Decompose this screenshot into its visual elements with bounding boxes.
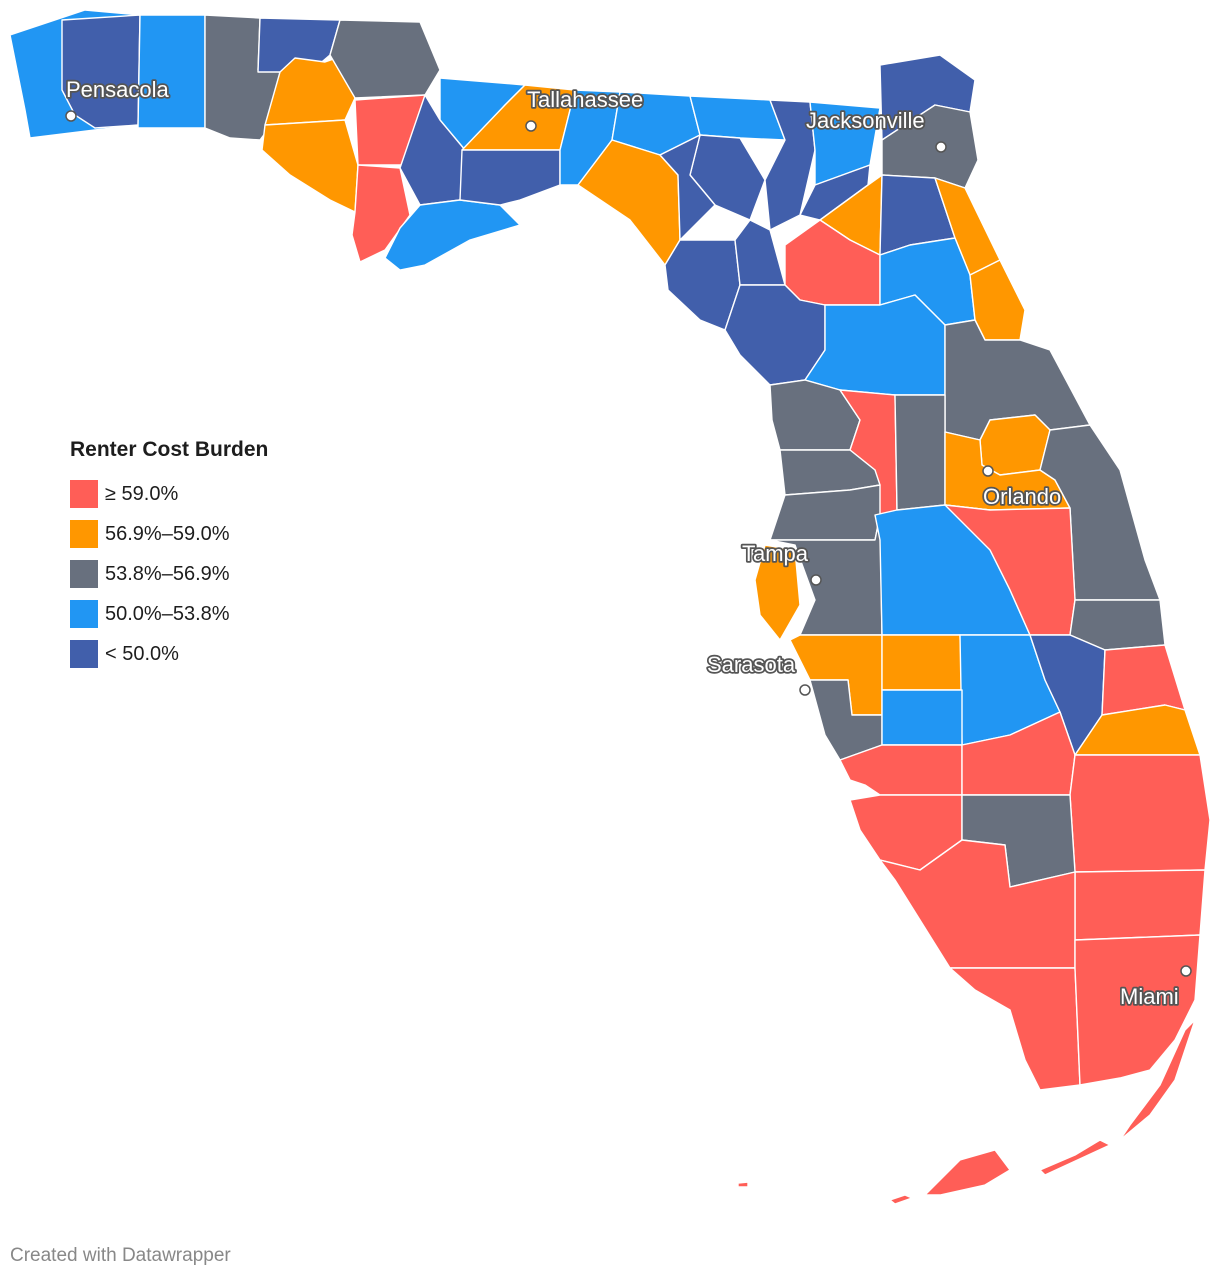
legend-item-low: 50.0%–53.8% — [70, 594, 268, 634]
county-keys-west[interactable] — [889, 1194, 913, 1205]
county-miami-dade[interactable] — [1074, 934, 1201, 1086]
county-franklin[interactable] — [384, 199, 521, 271]
county-monroe-mainland[interactable] — [949, 967, 1081, 1091]
city-marker-pensacola — [65, 110, 77, 122]
city-label-jacksonville: Jacksonville — [806, 108, 925, 133]
city-jacksonville: Jacksonville — [804, 106, 947, 153]
legend-item-highest: ≥ 59.0% — [70, 474, 268, 514]
legend-label-highest: ≥ 59.0% — [105, 482, 179, 505]
county-palm-beach[interactable] — [1069, 754, 1211, 873]
city-marker-sarasota — [799, 684, 811, 696]
county-lake[interactable] — [894, 394, 946, 511]
legend-item-mid: 53.8%–56.9% — [70, 554, 268, 594]
county-okaloosa[interactable] — [137, 14, 206, 129]
city-label-orlando: Orlando — [983, 484, 1061, 509]
city-sarasota: Sarasota — [705, 650, 811, 696]
legend-label-mid: 53.8%–56.9% — [105, 562, 230, 585]
legend-title: Renter Cost Burden — [70, 438, 269, 461]
county-desoto[interactable] — [881, 689, 963, 746]
county-jackson[interactable] — [329, 19, 441, 99]
county-collier[interactable] — [879, 839, 1076, 969]
city-label-miami: Miami — [1120, 984, 1179, 1009]
county-gilchrist[interactable] — [734, 219, 786, 286]
legend-swatch-mid — [70, 560, 98, 588]
county-keys-tip[interactable] — [737, 1181, 749, 1188]
county-pinellas[interactable] — [754, 544, 801, 641]
city-tampa: Tampa — [740, 539, 822, 586]
city-label-sarasota: Sarasota — [707, 652, 796, 677]
legend-swatch-highest — [70, 480, 98, 508]
city-marker-orlando — [982, 465, 994, 477]
county-hardee[interactable] — [881, 634, 963, 691]
county-st-lucie[interactable] — [1101, 644, 1186, 716]
county-broward[interactable] — [1074, 869, 1206, 941]
county-marion[interactable] — [804, 294, 946, 396]
legend-label-lowest: < 50.0% — [105, 642, 179, 665]
county-keys-mid[interactable] — [1039, 1139, 1111, 1176]
city-miami: Miami — [1118, 965, 1192, 1011]
city-marker-miami — [1180, 965, 1192, 977]
county-wakulla[interactable] — [459, 149, 561, 206]
city-marker-tampa — [810, 574, 822, 586]
legend-label-high: 56.9%–59.0% — [105, 522, 230, 545]
county-keys[interactable] — [1119, 1019, 1196, 1141]
county-hamilton[interactable] — [689, 95, 786, 141]
city-pensacola: Pensacola — [64, 75, 171, 122]
city-orlando: Orlando — [981, 465, 1063, 511]
legend-swatch-lowest — [70, 640, 98, 668]
county-lafayette[interactable] — [659, 134, 716, 241]
credit-text[interactable]: Created with Datawrapper — [10, 1245, 231, 1266]
city-tallahassee: Tallahassee — [525, 85, 645, 132]
legend-item-high: 56.9%–59.0% — [70, 514, 268, 554]
legend-swatch-low — [70, 600, 98, 628]
county-keys-lower[interactable] — [924, 1149, 1011, 1196]
county-bay[interactable] — [261, 119, 359, 213]
city-marker-jacksonville — [935, 141, 947, 153]
city-label-tampa: Tampa — [742, 541, 809, 566]
county-martin[interactable] — [1074, 704, 1201, 756]
legend-item-lowest: < 50.0% — [70, 634, 268, 674]
legend-label-low: 50.0%–53.8% — [105, 602, 230, 625]
legend-swatch-high — [70, 520, 98, 548]
map-legend: Renter Cost Burden ≥ 59.0% 56.9%–59.0% 5… — [70, 438, 268, 674]
city-marker-tallahassee — [525, 120, 537, 132]
city-label-tallahassee: Tallahassee — [527, 87, 643, 112]
county-dixie[interactable] — [664, 239, 741, 331]
city-label-pensacola: Pensacola — [66, 77, 170, 102]
